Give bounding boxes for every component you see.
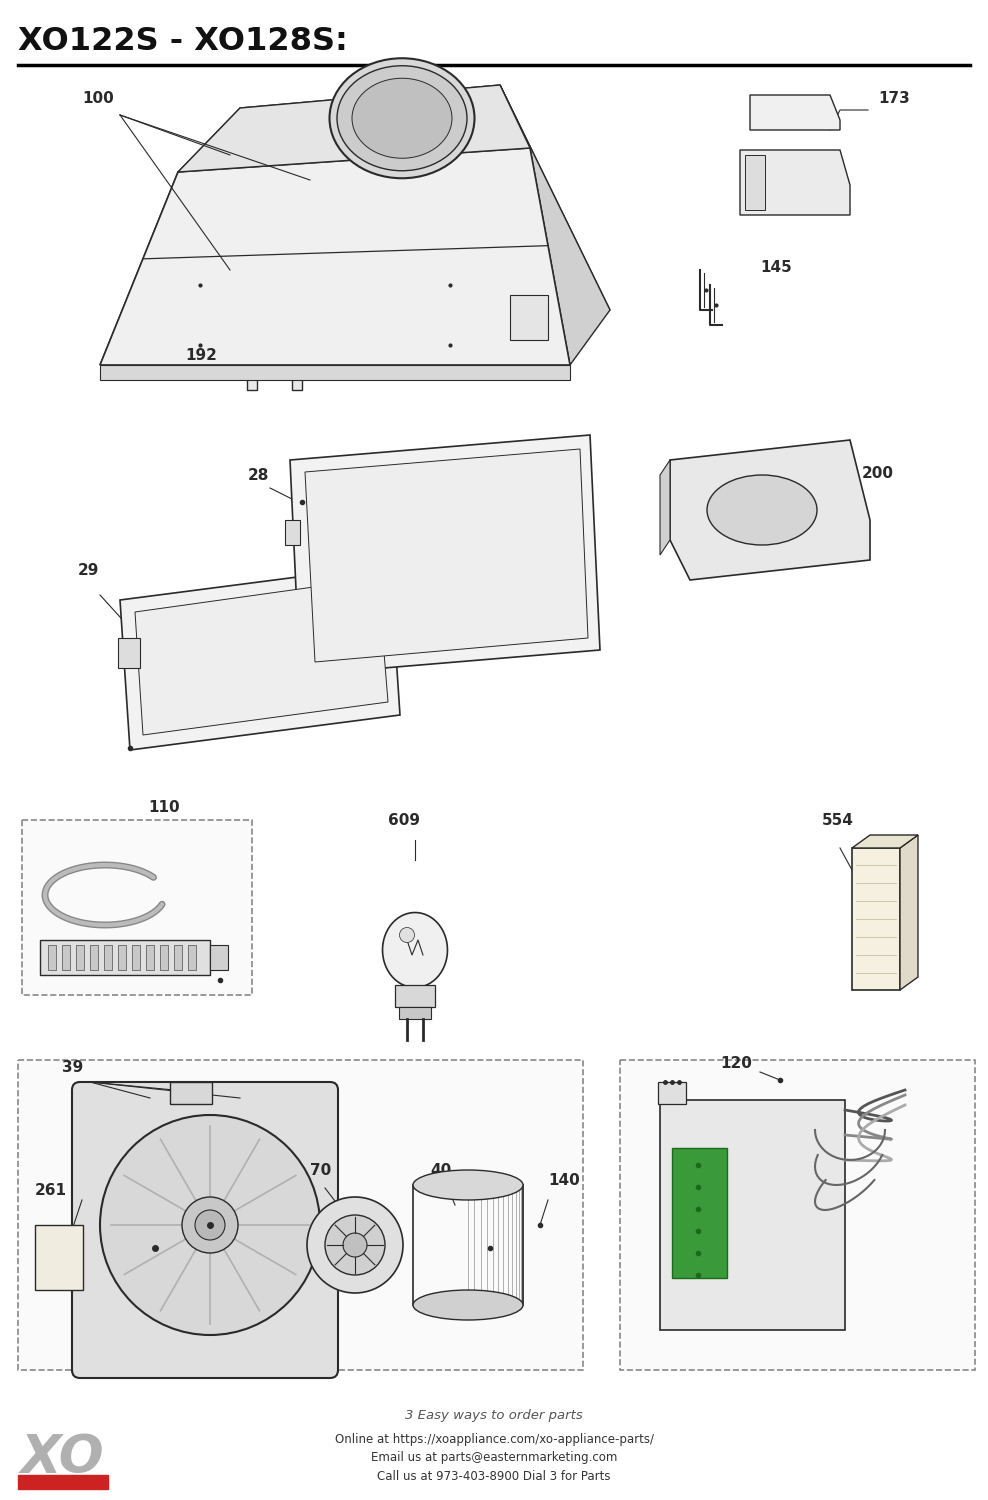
Text: 70: 70	[310, 1162, 331, 1178]
Text: 40: 40	[430, 1162, 452, 1178]
Bar	[132, 945, 140, 970]
Bar	[660, 1100, 845, 1330]
Polygon shape	[290, 435, 600, 675]
Ellipse shape	[352, 78, 452, 159]
Polygon shape	[750, 94, 840, 130]
Ellipse shape	[399, 927, 415, 942]
FancyBboxPatch shape	[72, 1082, 338, 1378]
Bar	[658, 1082, 686, 1104]
Bar	[40, 940, 210, 975]
Polygon shape	[100, 364, 570, 380]
Text: 173: 173	[878, 92, 910, 106]
Bar	[18, 1060, 583, 1370]
Ellipse shape	[337, 66, 467, 171]
Text: 192: 192	[185, 348, 217, 363]
Text: Online at https://xoappliance.com/xo-appliance-parts/: Online at https://xoappliance.com/xo-app…	[335, 1434, 653, 1446]
Bar	[104, 945, 112, 970]
Polygon shape	[510, 296, 548, 340]
Text: 120: 120	[720, 1056, 752, 1071]
Polygon shape	[852, 847, 900, 990]
Bar	[285, 520, 300, 544]
Bar	[399, 1007, 431, 1019]
Text: 200: 200	[862, 466, 894, 482]
Polygon shape	[382, 912, 448, 987]
Bar	[90, 945, 98, 970]
Polygon shape	[660, 460, 670, 555]
Circle shape	[100, 1114, 320, 1335]
Text: 554: 554	[822, 813, 854, 828]
Bar	[672, 1148, 727, 1278]
Polygon shape	[852, 836, 918, 848]
Text: 28: 28	[248, 468, 270, 483]
Polygon shape	[500, 86, 610, 364]
Bar	[174, 945, 182, 970]
Bar	[745, 154, 765, 210]
Bar	[18, 1474, 108, 1490]
Bar	[210, 945, 228, 970]
Bar	[76, 945, 84, 970]
Text: 609: 609	[388, 813, 420, 828]
Polygon shape	[900, 836, 918, 990]
Circle shape	[325, 1215, 385, 1275]
Text: 100: 100	[82, 92, 114, 106]
Polygon shape	[178, 86, 530, 172]
Polygon shape	[225, 368, 257, 390]
Text: Email us at parts@easternmarketing.com: Email us at parts@easternmarketing.com	[370, 1452, 618, 1464]
Bar	[35, 1226, 83, 1290]
Ellipse shape	[413, 1290, 523, 1320]
Circle shape	[307, 1197, 403, 1293]
Polygon shape	[100, 148, 570, 364]
Polygon shape	[670, 440, 870, 580]
Text: 29: 29	[78, 562, 100, 578]
Text: XO122S - XO128S:: XO122S - XO128S:	[18, 27, 348, 57]
Polygon shape	[120, 566, 400, 750]
Bar	[48, 945, 56, 970]
Polygon shape	[135, 578, 388, 735]
Polygon shape	[740, 150, 850, 214]
Bar	[118, 945, 126, 970]
Bar	[620, 1060, 975, 1370]
Bar	[146, 945, 154, 970]
Bar	[170, 1082, 212, 1104]
Ellipse shape	[330, 58, 474, 178]
Circle shape	[343, 1233, 367, 1257]
Bar	[188, 945, 196, 970]
Text: 261: 261	[35, 1184, 67, 1198]
Bar	[160, 945, 168, 970]
Text: 145: 145	[760, 260, 791, 274]
Bar	[62, 945, 70, 970]
Polygon shape	[100, 108, 240, 364]
Text: XO: XO	[20, 1432, 104, 1484]
Ellipse shape	[707, 476, 817, 544]
Polygon shape	[270, 368, 302, 390]
Polygon shape	[150, 86, 610, 330]
Circle shape	[182, 1197, 238, 1252]
Bar	[22, 821, 252, 995]
Polygon shape	[305, 448, 588, 662]
Bar	[395, 986, 435, 1006]
Text: 39: 39	[62, 1060, 83, 1076]
Text: 3 Easy ways to order parts: 3 Easy ways to order parts	[405, 1408, 583, 1422]
Text: 110: 110	[148, 800, 180, 814]
Ellipse shape	[413, 1170, 523, 1200]
Circle shape	[195, 1210, 225, 1240]
Bar	[118, 638, 140, 668]
Text: 140: 140	[548, 1173, 580, 1188]
Text: Call us at 973-403-8900 Dial 3 for Parts: Call us at 973-403-8900 Dial 3 for Parts	[377, 1470, 611, 1482]
